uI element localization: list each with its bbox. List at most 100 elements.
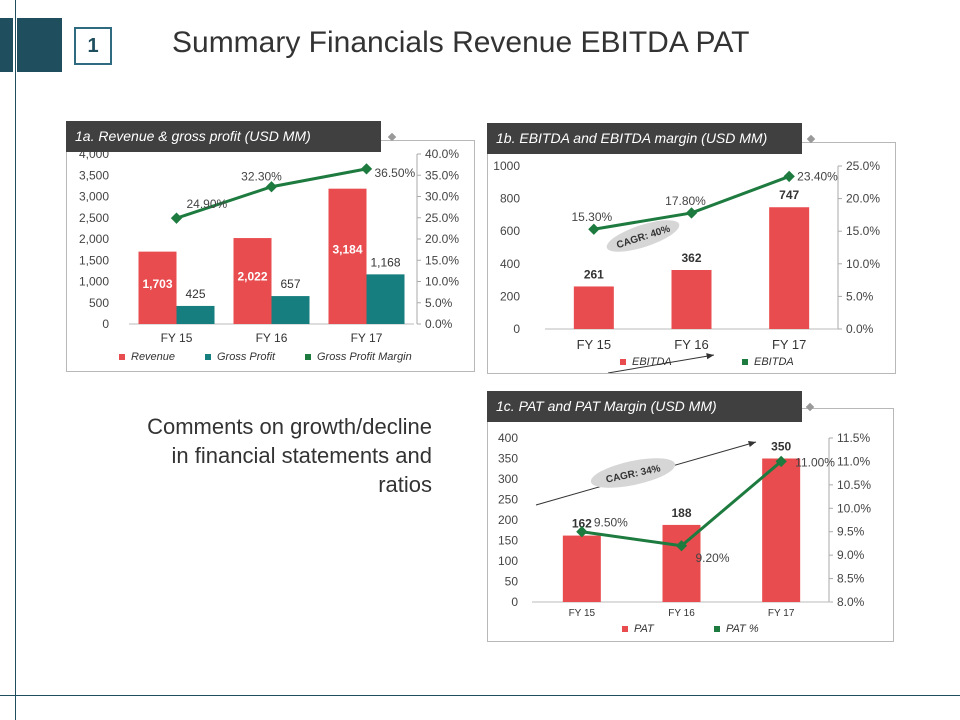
y-tick-left: 1,500 bbox=[79, 253, 109, 267]
line-data-label: 9.50% bbox=[594, 516, 628, 530]
y-tick-left: 1000 bbox=[493, 159, 520, 173]
bar-pat bbox=[662, 524, 701, 602]
line-data-label: 23.40% bbox=[797, 169, 838, 183]
y-tick-right: 11.5% bbox=[837, 431, 870, 445]
legend-swatch bbox=[622, 626, 628, 632]
y-tick-right: 20.0% bbox=[425, 232, 459, 246]
y-tick-right: 10.0% bbox=[425, 275, 459, 289]
chart-1c-title: 1c. PAT and PAT Margin (USD MM) bbox=[487, 391, 802, 422]
y-tick-right: 0.0% bbox=[846, 322, 874, 336]
legend-swatch bbox=[305, 354, 311, 360]
legend-swatch bbox=[119, 354, 125, 360]
line-data-label: 24.90% bbox=[187, 197, 228, 211]
chart-1a-title: 1a. Revenue & gross profit (USD MM) bbox=[66, 121, 381, 152]
cagr-arrowhead bbox=[748, 441, 756, 448]
legend-swatch bbox=[742, 359, 748, 365]
bar-gross-profit bbox=[366, 274, 405, 324]
chart-1b-title: 1b. EBITDA and EBITDA margin (USD MM) bbox=[487, 123, 802, 154]
bar-data-label: 3,184 bbox=[332, 243, 362, 257]
y-tick-left: 100 bbox=[498, 554, 518, 568]
y-tick-right: 9.0% bbox=[837, 548, 865, 562]
bar-data-label: 657 bbox=[280, 277, 300, 291]
y-tick-left: 600 bbox=[500, 224, 520, 238]
y-tick-left: 500 bbox=[89, 296, 109, 310]
y-tick-right: 25.0% bbox=[846, 159, 880, 173]
y-tick-right: 40.0% bbox=[425, 147, 459, 161]
bar-revenue bbox=[138, 251, 177, 324]
legend-swatch bbox=[714, 626, 720, 632]
slide-number-badge: 1 bbox=[74, 27, 112, 65]
margin-point bbox=[775, 455, 787, 468]
margin-point bbox=[170, 212, 183, 224]
y-tick-left: 1,000 bbox=[79, 275, 109, 289]
y-tick-left: 350 bbox=[498, 452, 518, 466]
line-data-label: 9.20% bbox=[696, 551, 730, 565]
bar-ebitda bbox=[671, 269, 712, 329]
x-tick-label: FY 16 bbox=[256, 331, 288, 345]
y-tick-left: 0 bbox=[513, 322, 520, 336]
y-tick-left: 200 bbox=[498, 513, 518, 527]
bar-data-label: 1,703 bbox=[142, 277, 172, 291]
footer-rule bbox=[0, 695, 960, 696]
chart-1c: 0 50 100 150 200 250 300 350 400 8.0% 8.5% 9.0% 9.5%… bbox=[498, 431, 871, 635]
y-tick-right: 35.0% bbox=[425, 168, 459, 182]
x-tick-label: FY 15 bbox=[569, 608, 596, 619]
bar-data-label: 1,168 bbox=[370, 255, 400, 269]
bar-data-label: 188 bbox=[671, 506, 691, 520]
bar-data-label: 261 bbox=[584, 267, 604, 281]
line-data-label: 17.80% bbox=[665, 194, 706, 208]
bar-data-label: 425 bbox=[185, 287, 205, 301]
line-data-label: 15.30% bbox=[571, 210, 612, 224]
cagr-bubble bbox=[606, 220, 680, 252]
x-tick-label: FY 16 bbox=[674, 337, 708, 352]
legend-label: EBITDA bbox=[754, 356, 794, 368]
bar-revenue bbox=[328, 188, 367, 324]
line-data-label: 32.30% bbox=[241, 170, 282, 184]
y-tick-right: 8.5% bbox=[837, 572, 865, 586]
y-tick-left: 200 bbox=[500, 289, 520, 303]
line-data-label: 36.50% bbox=[375, 166, 416, 180]
line-data-label: 11.00% bbox=[795, 455, 835, 469]
bar-pat bbox=[562, 535, 601, 602]
legend-swatch bbox=[620, 359, 626, 365]
y-tick-right: 8.0% bbox=[837, 595, 865, 609]
x-tick-label: FY 17 bbox=[351, 331, 383, 345]
y-tick-right: 15.0% bbox=[425, 253, 459, 267]
y-tick-left: 400 bbox=[500, 257, 520, 271]
chart-panel-1b: 0 200 400 600 800 1000 0.0% 5.0% 10.0% 15.0% 20.0%… bbox=[487, 142, 896, 374]
y-tick-left: 150 bbox=[498, 534, 518, 548]
legend-swatch bbox=[205, 354, 211, 360]
margin-point bbox=[685, 207, 698, 219]
y-tick-left: 800 bbox=[500, 192, 520, 206]
page-title: Summary Financials Revenue EBITDA PAT bbox=[172, 26, 750, 59]
y-tick-left: 2,500 bbox=[79, 211, 109, 225]
bar-revenue bbox=[233, 238, 272, 324]
y-tick-right: 11.0% bbox=[837, 454, 870, 468]
accent-block bbox=[17, 18, 62, 72]
y-tick-left: 250 bbox=[498, 493, 518, 507]
legend-label: EBITDA bbox=[632, 356, 672, 368]
chart-panel-1a: 0 500 1,000 1,500 2,000 2,500 3,000 3,500 4,000 0… bbox=[66, 140, 475, 372]
y-tick-left: 400 bbox=[498, 431, 518, 445]
margin-point bbox=[588, 223, 600, 235]
bar-gross-profit bbox=[176, 305, 215, 324]
margin-point bbox=[783, 170, 795, 183]
bar-pat bbox=[762, 458, 801, 602]
x-tick-label: FY 17 bbox=[768, 608, 795, 619]
y-tick-right: 0.0% bbox=[425, 317, 453, 331]
legend-label: Gross Profit bbox=[217, 351, 276, 363]
chart-1b: 0 200 400 600 800 1000 0.0% 5.0% 10.0% 15.0% 20.0%… bbox=[493, 159, 880, 373]
y-tick-left: 0 bbox=[511, 595, 518, 609]
chart-1a: 05001,0001,5002,0002,5003,0003,5004,0000… bbox=[79, 147, 459, 363]
y-tick-right: 10.0% bbox=[837, 501, 871, 515]
y-tick-left: 3,500 bbox=[79, 168, 109, 182]
x-tick-label: FY 15 bbox=[161, 331, 193, 345]
legend-label: PAT % bbox=[726, 623, 759, 635]
y-tick-right: 5.0% bbox=[846, 289, 874, 303]
vertical-rule bbox=[15, 0, 16, 720]
margin-point bbox=[265, 181, 278, 193]
y-tick-right: 25.0% bbox=[425, 211, 459, 225]
bar-data-label: 747 bbox=[779, 188, 799, 202]
y-tick-right: 10.5% bbox=[837, 478, 871, 492]
y-tick-right: 20.0% bbox=[846, 192, 880, 206]
